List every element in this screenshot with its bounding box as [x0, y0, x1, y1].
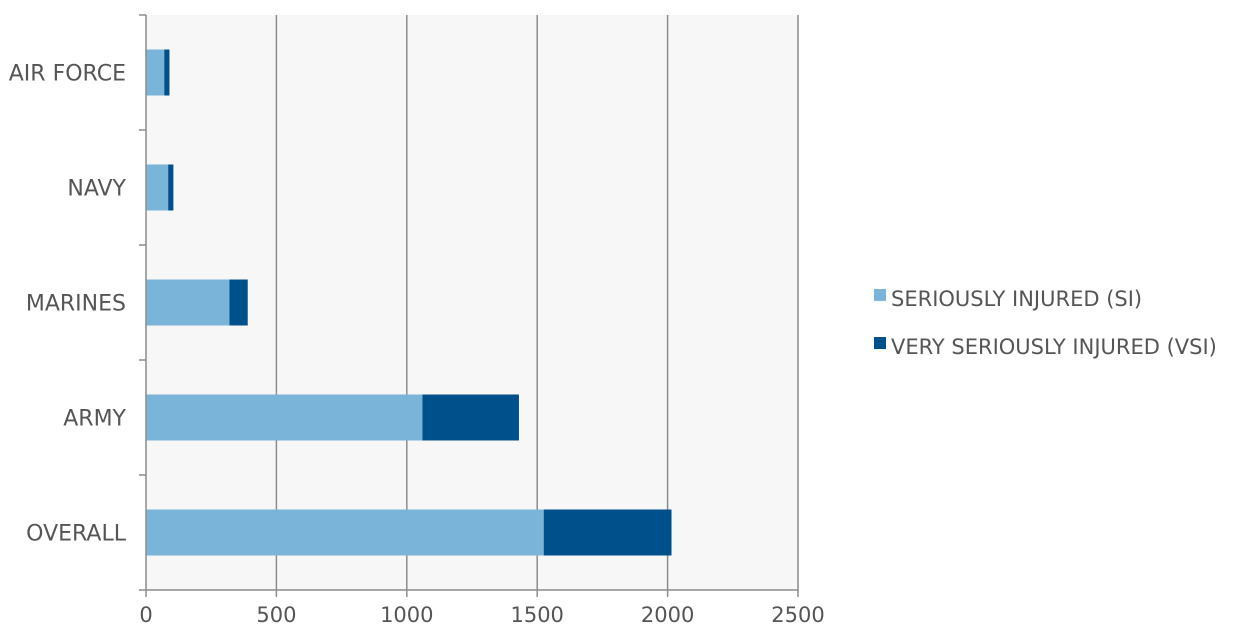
axes	[139, 14, 799, 597]
y-category-label: OVERALL	[26, 522, 127, 547]
bar-si	[146, 279, 230, 326]
x-tick-label: 1000	[380, 603, 433, 627]
y-category-label: ARMY	[63, 407, 126, 432]
bar-si	[146, 164, 169, 211]
bar-vsi	[164, 49, 170, 96]
bar-si	[146, 394, 423, 441]
bar-vsi	[422, 394, 519, 441]
gridlines	[275, 15, 799, 590]
x-tick-label: 2000	[641, 603, 694, 627]
bar-vsi	[229, 279, 248, 326]
x-tick-label: 2500	[771, 603, 824, 627]
bar-vsi	[168, 164, 174, 211]
legend: SERIOUSLY INJURED (SI) VERY SERIOUSLY INJ…	[874, 287, 1217, 359]
legend-label: VERY SERIOUSLY INJURED (VSI)	[891, 335, 1217, 359]
legend-label: SERIOUSLY INJURED (SI)	[891, 287, 1142, 311]
bar-si	[146, 509, 544, 556]
bar-vsi	[543, 509, 672, 556]
x-tick-label: 500	[256, 603, 296, 627]
y-category-label: AIR FORCE	[9, 62, 126, 87]
plot-area-background	[146, 15, 798, 590]
x-tick-label: 0	[139, 603, 152, 627]
y-category-label: NAVY	[67, 177, 126, 202]
y-category-label: MARINES	[26, 292, 126, 317]
legend-swatch	[874, 289, 886, 301]
legend-swatch	[874, 337, 886, 349]
x-tick-label: 1500	[510, 603, 563, 627]
bars	[146, 49, 672, 556]
axis-labels: 0 500 1000 1500 2000 2500 AIR FORCE NAVY MARINES…	[9, 62, 825, 628]
bar-si	[146, 49, 165, 96]
